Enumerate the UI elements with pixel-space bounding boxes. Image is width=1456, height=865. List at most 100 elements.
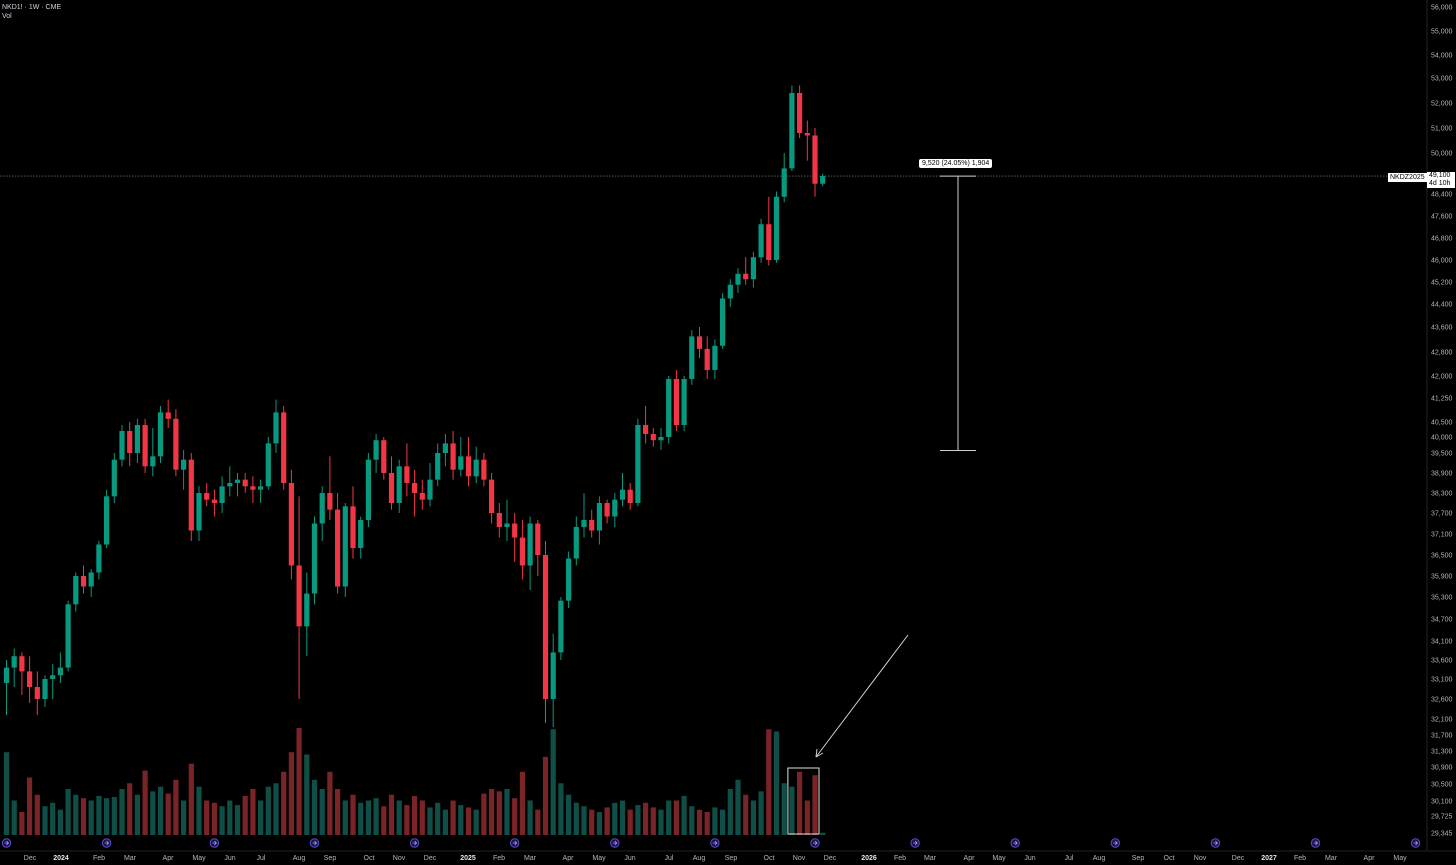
price-axis[interactable]: 56,000 55,000 54,000 53,000 52,000 51,000 50,0…: [1426, 0, 1453, 850]
rollover-marker-arrow: [612, 840, 618, 846]
rollover-marker-icon: [710, 838, 720, 848]
price-tick-label: 41,250: [1431, 396, 1453, 403]
last-price-tag: 49,100 4d 10h: [1427, 172, 1455, 188]
candle-body: [80, 576, 87, 587]
measure-label[interactable]: 9,520 (24.05%) 1,904: [919, 159, 993, 168]
rollover-marker-arrow: [412, 840, 418, 846]
candle-body: [365, 459, 371, 520]
volume-bar: [381, 806, 387, 835]
candle-body: [319, 493, 325, 524]
price-tick-label: 46,800: [1431, 236, 1453, 243]
time-tick-label: Feb: [93, 855, 105, 862]
volume-bar: [489, 789, 495, 835]
volume-bar: [689, 806, 695, 835]
volume-bar: [42, 806, 48, 835]
annotation-layer[interactable]: [787, 175, 976, 835]
rollover-marker-arrow: [512, 840, 518, 846]
volume-bar: [727, 789, 733, 835]
candle-body: [211, 499, 217, 503]
candle-body: [65, 604, 71, 668]
volume-bar: [512, 798, 518, 835]
candle-body: [119, 431, 125, 460]
volume-bar: [797, 771, 803, 835]
volume-bar: [666, 800, 672, 835]
symbol-title[interactable]: NKD1! · 1W · CME: [2, 4, 62, 11]
price-tick-label: 30,100: [1431, 799, 1453, 806]
candle-body: [342, 506, 348, 587]
volume-bar: [211, 802, 217, 835]
volume-bar: [704, 812, 710, 835]
candle-body: [96, 544, 102, 573]
time-tick-label: Jul: [257, 855, 266, 862]
candle-body: [465, 456, 472, 477]
volume-bar: [404, 805, 410, 835]
candle-body: [350, 506, 356, 548]
candle-body: [304, 593, 310, 627]
candle-body: [712, 345, 718, 370]
price-tick-label: 47,600: [1431, 214, 1453, 221]
candle-body: [381, 440, 387, 473]
candle-body: [619, 489, 626, 500]
event-markers[interactable]: [1, 838, 1421, 848]
rollover-marker-icon: [1, 838, 12, 848]
time-tick-label: Dec: [1232, 855, 1245, 862]
volume-bar: [296, 728, 302, 835]
candle-body: [627, 489, 633, 503]
time-tick-label: Aug: [293, 855, 306, 862]
volume-bar: [142, 770, 148, 835]
candle-body: [542, 555, 549, 699]
volume-bar: [111, 797, 117, 835]
rollover-marker-icon: [810, 838, 820, 848]
candle-body: [519, 537, 525, 566]
volume-bar: [127, 783, 133, 835]
candle-body: [812, 135, 818, 184]
time-tick-label: Apr: [1364, 855, 1376, 862]
arrow-head-icon: [815, 748, 824, 758]
volume-bar: [458, 805, 464, 835]
candle-body: [596, 503, 602, 531]
volume-bar: [242, 795, 248, 835]
candle-body: [489, 479, 495, 513]
volume-bar: [558, 783, 564, 835]
candle-body: [265, 443, 271, 487]
volume-bar: [204, 800, 210, 835]
time-axis[interactable]: Dec 2024 Feb Mar Apr May Jun Jul Aug Sep Oct Nov Dec…: [0, 850, 1456, 862]
volume-bar: [720, 809, 726, 835]
candle-body: [173, 418, 179, 470]
volume-bar: [573, 802, 579, 835]
price-tick-label: 37,700: [1431, 511, 1453, 518]
volume-bar: [750, 800, 756, 835]
candle-body: [773, 196, 780, 260]
volume-bar: [766, 729, 772, 835]
candle-body: [558, 600, 564, 653]
price-tick-label: 29,345: [1431, 831, 1453, 838]
rollover-marker-arrow: [312, 840, 318, 846]
volume-bar: [119, 789, 125, 835]
volume-bar: [650, 807, 656, 835]
time-tick-label: Nov: [1194, 855, 1207, 862]
candle-body: [766, 224, 772, 260]
candle-body: [473, 459, 479, 477]
volume-bar: [427, 807, 433, 835]
candle-body: [104, 496, 110, 545]
candle-body: [643, 425, 649, 434]
volume-bar: [589, 809, 595, 835]
volume-bar: [258, 800, 264, 835]
volume-bar: [19, 812, 25, 835]
rollover-marker-arrow: [1313, 840, 1319, 846]
arrow-pointing-to-volume: [815, 634, 909, 758]
price-tick-label: 35,900: [1431, 574, 1453, 581]
volume-bar: [542, 756, 549, 835]
volume-bar: [450, 800, 456, 835]
price-tick-label: 32,100: [1431, 717, 1453, 724]
rollover-marker-arrow: [1413, 840, 1419, 846]
candle-body: [612, 499, 618, 517]
candle-body: [589, 520, 595, 531]
candle-body: [273, 412, 279, 444]
volume-label[interactable]: Vol: [2, 13, 12, 20]
time-tick-label: Sep: [1132, 855, 1145, 862]
rollover-marker-arrow: [712, 840, 718, 846]
rollover-marker-icon: [1210, 838, 1221, 848]
volume-bar: [442, 809, 448, 835]
